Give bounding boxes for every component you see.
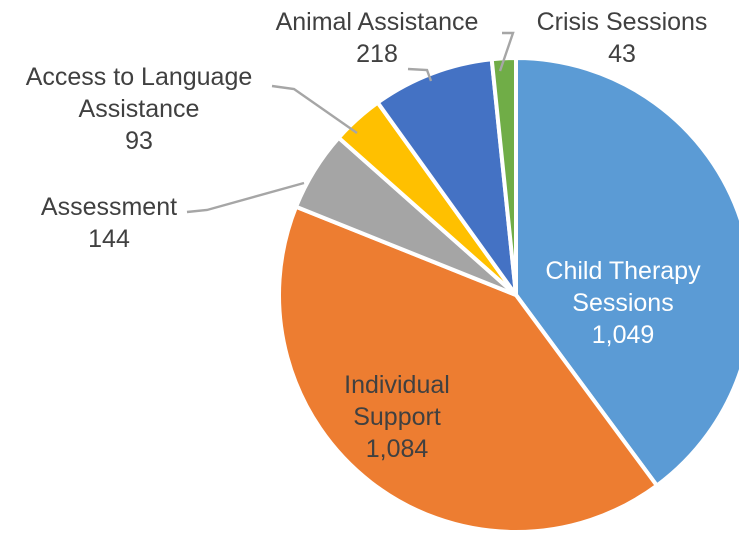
- data-label-category: Sessions: [572, 289, 673, 317]
- data-label-value: 1,084: [366, 435, 429, 463]
- pie-slice-animal-assistance: [375, 57, 518, 297]
- data-label-category: Individual: [344, 371, 450, 399]
- data-label-crisis-sessions: Crisis Sessions 43: [537, 8, 708, 68]
- data-label-category: Support: [353, 403, 441, 431]
- leader-line-assessment: [186, 181, 305, 214]
- pie-slice-child-therapy-sessions: [514, 56, 739, 488]
- pie-slice-individual-support: [277, 204, 659, 534]
- leader-line-crisis-sessions: [498, 31, 515, 72]
- data-label-access-to-language-assistance: Access to Language Assistance 93: [26, 63, 253, 155]
- data-label-category: Access to Language: [26, 63, 253, 91]
- data-label-category: Child Therapy: [545, 257, 701, 285]
- data-label-value: 1,049: [592, 321, 655, 349]
- data-label-category: Animal Assistance: [276, 8, 479, 36]
- data-label-category: Assessment: [41, 193, 177, 221]
- data-label-category: Crisis Sessions: [537, 8, 708, 36]
- data-label-value: 144: [88, 225, 130, 253]
- leader-lines-layer: [186, 31, 515, 214]
- data-label-individual-support: Individual Support 1,084: [344, 371, 450, 463]
- data-labels-layer: Child Therapy Sessions 1,049 Individual Supp…: [26, 8, 708, 463]
- data-label-child-therapy-sessions: Child Therapy Sessions 1,049: [545, 257, 701, 349]
- leader-line-animal-assistance: [407, 67, 433, 82]
- data-label-value: 93: [125, 127, 153, 155]
- data-label-assessment: Assessment 144: [41, 193, 177, 253]
- leader-line-access-to-language-assistance: [271, 84, 358, 134]
- data-label-value: 43: [608, 40, 636, 68]
- data-label-animal-assistance: Animal Assistance 218: [276, 8, 479, 68]
- data-label-value: 218: [356, 40, 398, 68]
- data-label-category: Assistance: [79, 95, 200, 123]
